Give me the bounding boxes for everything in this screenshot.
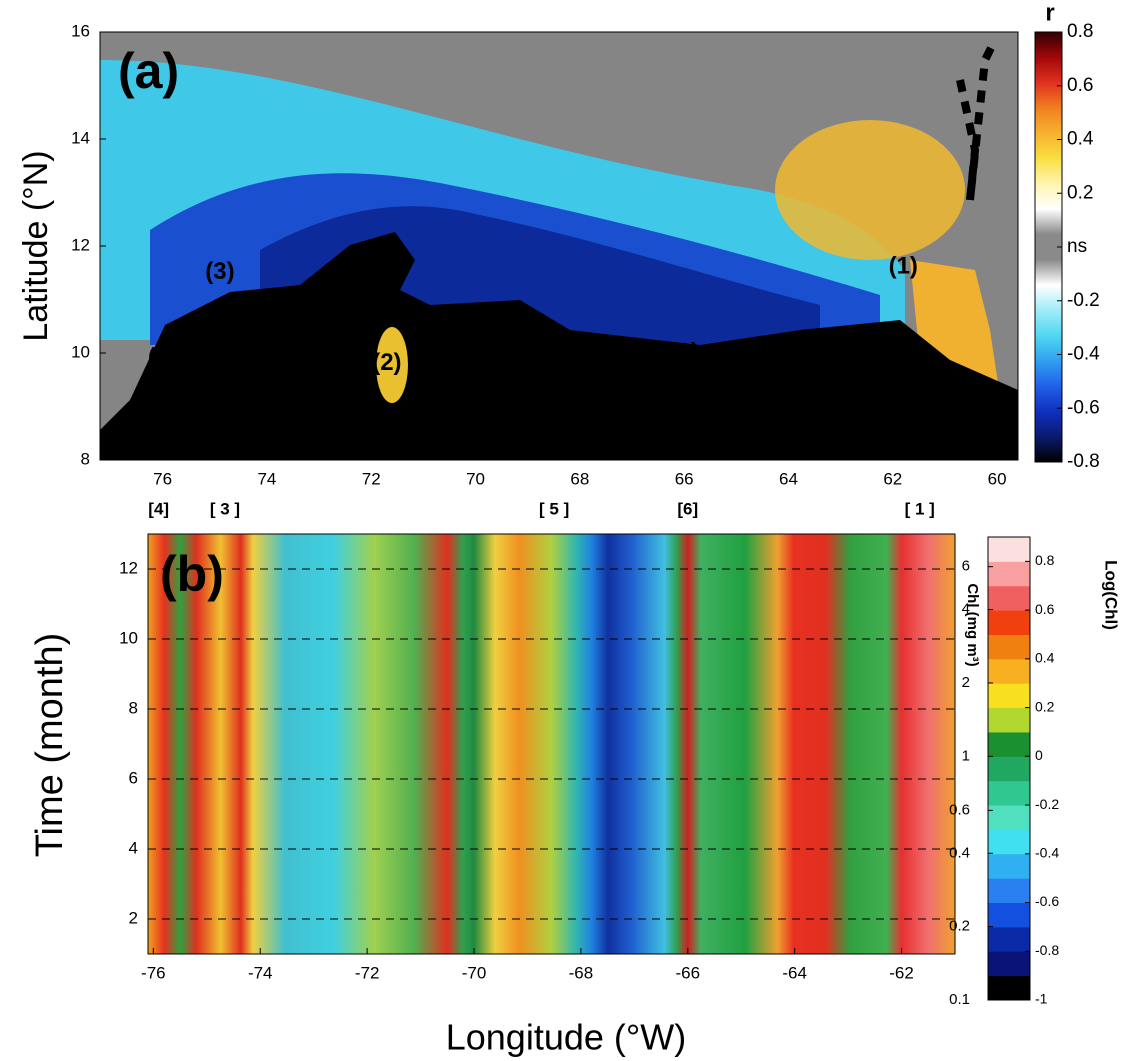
colorbar-tick-label: 0.2 xyxy=(1067,182,1093,203)
colorbar-level xyxy=(988,902,1030,928)
colorbar-level xyxy=(988,634,1030,660)
colorbar-tick-label: 0 xyxy=(1035,747,1043,763)
colorbar-level xyxy=(988,537,1030,562)
colorbar-tick-label: 2 xyxy=(962,674,970,691)
x-tick-label: 66 xyxy=(675,469,694,488)
top-label: [6] xyxy=(677,499,698,518)
x-tick-label: -68 xyxy=(569,963,594,982)
colorbar-tick-label: 4 xyxy=(962,601,970,618)
y-axis-label: Time (month) xyxy=(29,633,71,858)
x-axis-label: Longitude (°W) xyxy=(446,1017,687,1058)
panel-title: (b) xyxy=(160,546,224,602)
y-tick-label: 12 xyxy=(119,558,138,577)
colorbar-tick-label: 0.6 xyxy=(1035,601,1055,617)
y-tick-label: 10 xyxy=(119,628,138,647)
colorbar-tick-label: 0.8 xyxy=(1035,552,1055,568)
x-tick-label: 76 xyxy=(153,469,172,488)
annotation: (3) xyxy=(205,258,234,285)
colorbar-tick-label: -0.6 xyxy=(1067,397,1100,418)
colorbar-tick-label: ns xyxy=(1067,236,1087,257)
x-tick-label: -66 xyxy=(675,963,700,982)
colorbar-level xyxy=(988,951,1030,977)
colorbar-tick-label: 1 xyxy=(962,747,970,764)
x-tick-label: 68 xyxy=(570,469,589,488)
y-tick-label: 14 xyxy=(71,128,90,147)
colorbar-tick-label: -0.8 xyxy=(1035,942,1059,958)
colorbar-tick-label: 0.8 xyxy=(1067,21,1093,42)
x-tick-label: -74 xyxy=(248,963,273,982)
top-label: [ 1 ] xyxy=(905,499,935,518)
colorbar-tick-label: -0.4 xyxy=(1067,344,1100,365)
colorbar-level xyxy=(988,926,1030,952)
colorbar-tick-label: 0.6 xyxy=(949,801,970,818)
x-tick-label: -62 xyxy=(889,963,914,982)
colorbar-level xyxy=(988,658,1030,684)
x-tick-label: 70 xyxy=(466,469,485,488)
colorbar-level xyxy=(988,707,1030,733)
y-tick-label: 8 xyxy=(81,449,90,468)
colorbar-level xyxy=(988,975,1030,1001)
x-tick-label: -70 xyxy=(462,963,487,982)
top-label: [ 3 ] xyxy=(210,499,240,518)
colorbar-tick-label: -0.4 xyxy=(1035,844,1059,860)
x-tick-label: 72 xyxy=(362,469,381,488)
colorbar-level xyxy=(988,853,1030,879)
colorbar-tick-label: 0.2 xyxy=(949,918,970,935)
colorbar-tick-label: -0.8 xyxy=(1067,451,1100,472)
x-tick-label: 62 xyxy=(883,469,902,488)
colorbar-tick-label: -0.6 xyxy=(1035,893,1059,909)
colorbar-label: Log(Chl) xyxy=(1102,560,1121,630)
x-tick-label: 64 xyxy=(779,469,798,488)
colorbar-level xyxy=(988,878,1030,904)
colorbar-label: Chl (mg m³) xyxy=(964,583,981,666)
annotation: (2) xyxy=(372,349,401,376)
colorbar-tick-label: 0.2 xyxy=(1035,698,1055,714)
annotation: (4) xyxy=(148,344,177,371)
colorbar-level xyxy=(988,780,1030,806)
x-tick-label: -64 xyxy=(782,963,807,982)
annotation: (1) xyxy=(889,253,918,280)
colorbar-level xyxy=(988,585,1030,611)
colorbar-level xyxy=(988,829,1030,855)
x-tick-label: 74 xyxy=(257,469,276,488)
colorbar-level xyxy=(988,610,1030,635)
colorbar-tick-label: 0.4 xyxy=(949,844,970,861)
colorbar-level xyxy=(988,805,1030,830)
y-tick-label: 4 xyxy=(129,838,138,857)
colorbar-frame xyxy=(987,536,1031,1001)
plot-frame xyxy=(147,533,956,955)
y-tick-label: 16 xyxy=(71,21,90,40)
colorbar-tick-label: -0.2 xyxy=(1067,290,1100,311)
y-tick-label: 2 xyxy=(129,908,138,927)
y-tick-label: 8 xyxy=(129,698,138,717)
x-tick-label: -72 xyxy=(355,963,380,982)
y-tick-label: 12 xyxy=(71,235,90,254)
annotation: (6) xyxy=(670,338,699,365)
x-tick-label: 60 xyxy=(988,469,1007,488)
y-axis-label: Latitude (°N) xyxy=(17,150,55,341)
colorbar-level xyxy=(988,683,1030,709)
top-label: [4] xyxy=(148,499,169,518)
y-tick-label: 10 xyxy=(71,342,90,361)
top-label: [ 5 ] xyxy=(539,499,569,518)
colorbar-tick-label: -0.2 xyxy=(1035,796,1059,812)
colorbar-label: r xyxy=(1045,0,1054,26)
x-tick-label: -76 xyxy=(141,963,166,982)
colorbar-tick-label: 0.1 xyxy=(949,991,970,1008)
colorbar-tick-label: 0.4 xyxy=(1035,650,1055,666)
map-image xyxy=(100,32,1018,460)
colorbar-tick-label: -1 xyxy=(1035,991,1048,1007)
annotation: (5) xyxy=(555,328,584,355)
contour-field xyxy=(148,534,955,954)
colorbar-level xyxy=(988,731,1030,757)
y-tick-label: 6 xyxy=(129,768,138,787)
colorbar-tick-label: 6 xyxy=(962,558,970,575)
panel-title: (a) xyxy=(118,43,179,99)
colorbar-tick-label: 0.4 xyxy=(1067,129,1094,150)
colorbar-level xyxy=(988,561,1030,587)
colorbar-tick-label: 0.6 xyxy=(1067,75,1093,96)
colorbar-level xyxy=(988,756,1030,782)
